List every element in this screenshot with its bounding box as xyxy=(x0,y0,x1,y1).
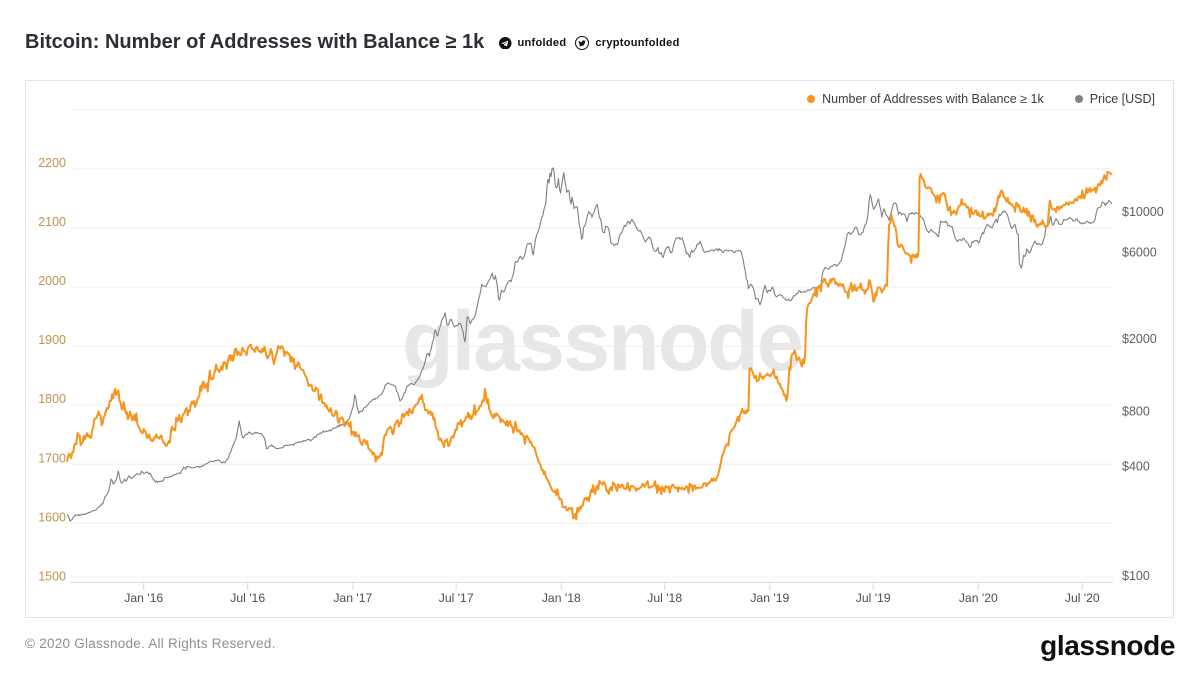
svg-text:$800: $800 xyxy=(1122,405,1150,419)
svg-text:Jul '20: Jul '20 xyxy=(1065,591,1100,605)
svg-text:1900: 1900 xyxy=(38,333,66,347)
svg-text:2100: 2100 xyxy=(38,215,66,229)
svg-text:$100: $100 xyxy=(1122,569,1150,583)
svg-text:1500: 1500 xyxy=(38,569,66,583)
svg-text:1800: 1800 xyxy=(38,392,66,406)
svg-text:Jan '16: Jan '16 xyxy=(124,591,163,605)
svg-text:Jan '18: Jan '18 xyxy=(542,591,581,605)
svg-text:$2000: $2000 xyxy=(1122,332,1157,346)
svg-text:$400: $400 xyxy=(1122,460,1150,474)
svg-text:2000: 2000 xyxy=(38,274,66,288)
svg-text:Jan '17: Jan '17 xyxy=(333,591,372,605)
svg-text:Jan '19: Jan '19 xyxy=(750,591,789,605)
svg-text:$6000: $6000 xyxy=(1122,245,1157,259)
svg-text:$10000: $10000 xyxy=(1122,205,1164,219)
svg-text:Jan '20: Jan '20 xyxy=(959,591,998,605)
svg-text:2200: 2200 xyxy=(38,156,66,170)
svg-text:Jul '17: Jul '17 xyxy=(439,591,474,605)
svg-text:Jul '19: Jul '19 xyxy=(856,591,891,605)
svg-text:Jul '18: Jul '18 xyxy=(647,591,682,605)
svg-text:Jul '16: Jul '16 xyxy=(230,591,265,605)
svg-text:1700: 1700 xyxy=(38,451,66,465)
svg-text:1600: 1600 xyxy=(38,510,66,524)
